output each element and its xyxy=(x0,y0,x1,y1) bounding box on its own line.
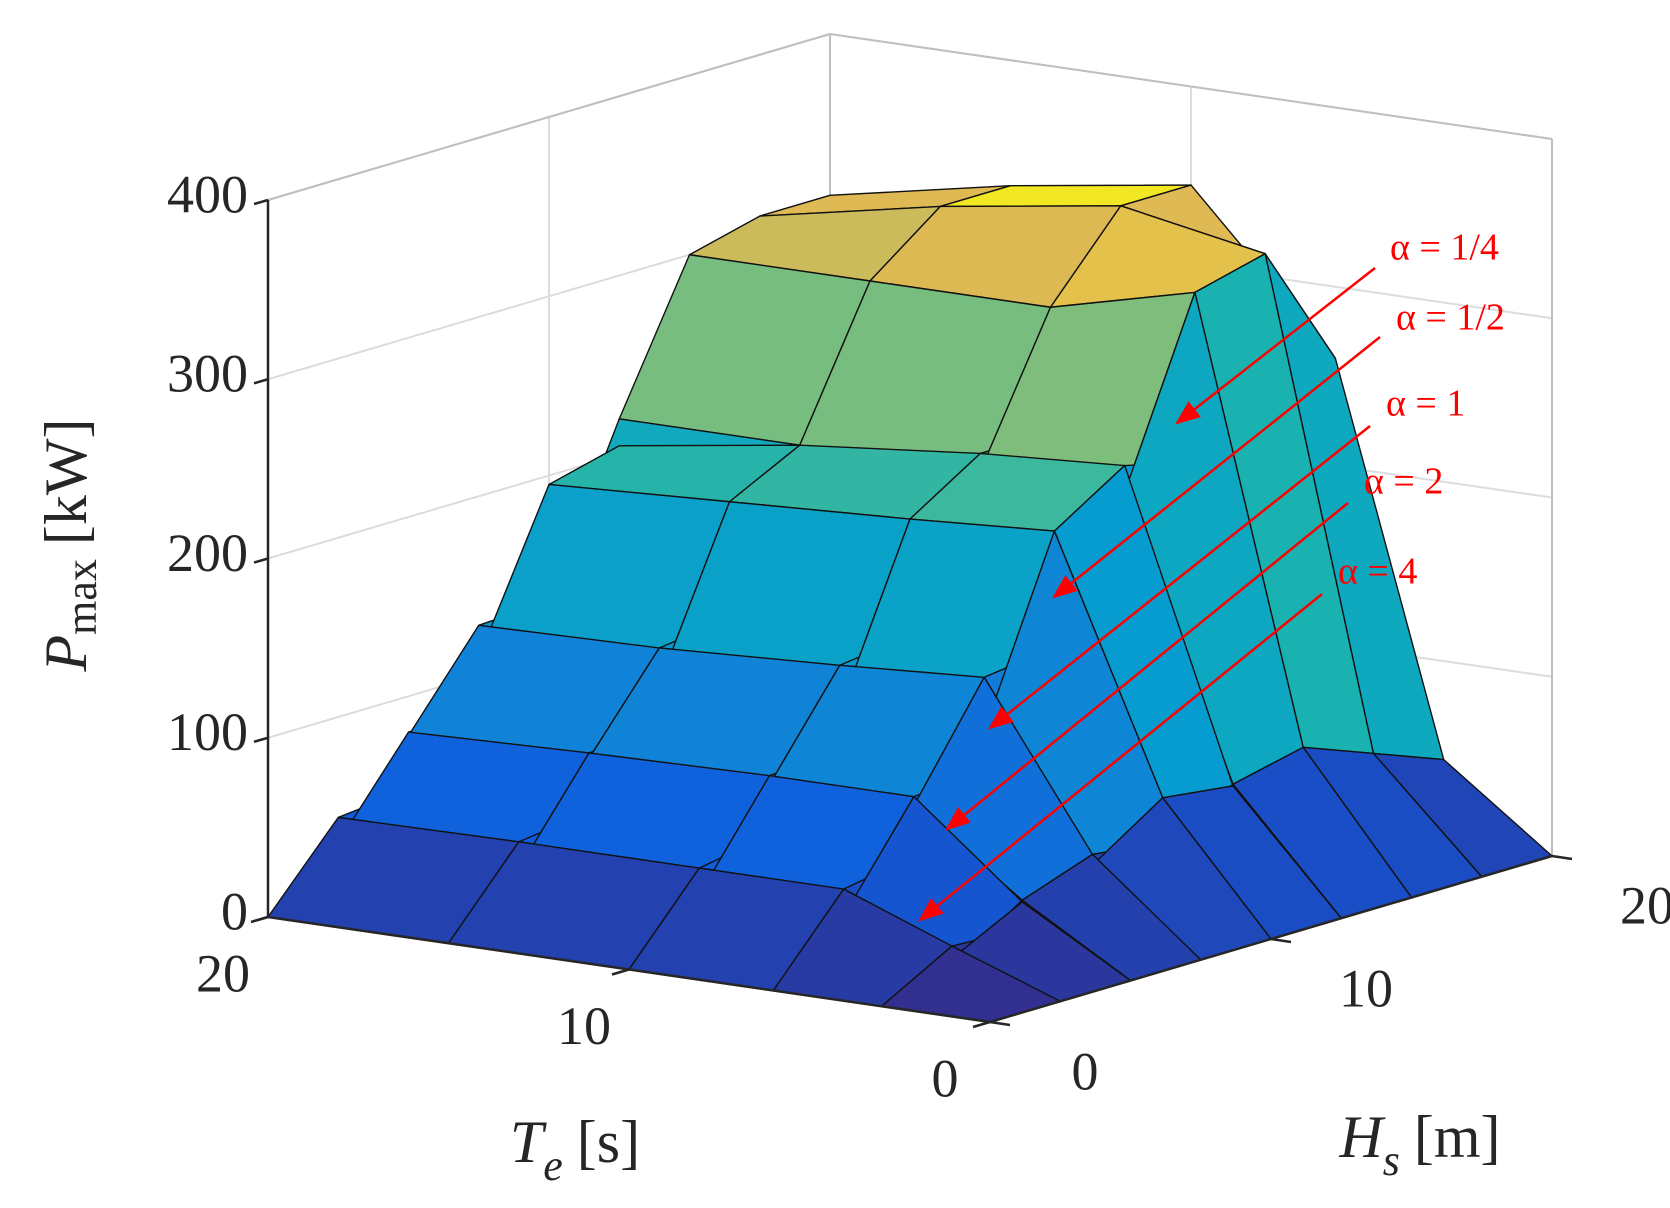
x-tick xyxy=(611,968,630,976)
annotations: α = 1/4 α = 1/2 α = 1 α = 2 α = 4 xyxy=(918,227,1505,922)
x-tick xyxy=(250,915,269,924)
x-tick xyxy=(972,1020,991,1029)
x-label-unit: [s] xyxy=(577,1109,640,1175)
x-label-subscript: e xyxy=(543,1141,563,1190)
z-tick-label: 300 xyxy=(167,344,248,404)
y-label-symbol: H xyxy=(1338,1104,1386,1170)
x-tick-label: 20 xyxy=(196,943,250,1003)
z-tick xyxy=(253,198,269,206)
annotation-arrow xyxy=(918,593,1323,922)
z-tick-label: 100 xyxy=(167,702,248,762)
z-label-symbol: P xyxy=(33,635,99,673)
y-tick xyxy=(989,1020,1011,1027)
x-axis-label: Te [s] xyxy=(510,1109,640,1190)
z-tick xyxy=(253,378,269,385)
z-tick xyxy=(253,736,269,743)
annotation-arrow xyxy=(988,425,1371,730)
y-tick xyxy=(1270,937,1292,944)
z-tick xyxy=(253,557,269,564)
x-tick-label: 10 xyxy=(557,996,611,1056)
y-tick-label: 10 xyxy=(1339,958,1393,1018)
annotation-label: α = 1/4 xyxy=(1390,227,1499,269)
y-tick-label: 20 xyxy=(1620,875,1670,935)
z-label-unit: [kW] xyxy=(33,418,99,545)
y-tick-label: 0 xyxy=(1072,1041,1099,1101)
annotation-label: α = 1 xyxy=(1386,383,1465,425)
y-axis-label: Hs [m] xyxy=(1338,1104,1500,1185)
annotation-arrow xyxy=(1052,336,1381,599)
y-tick xyxy=(1551,854,1573,861)
z-label-subscript: max xyxy=(57,559,106,635)
z-axis-label: Pmax [kW] xyxy=(33,418,106,672)
z-tick-label: 0 xyxy=(221,881,248,941)
surface xyxy=(267,184,1553,1023)
box-edge xyxy=(829,33,1553,140)
x-tick-label: 0 xyxy=(932,1048,959,1108)
z-tick-label: 200 xyxy=(167,523,248,583)
annotation-label: α = 4 xyxy=(1338,551,1417,593)
annotation-label: α = 2 xyxy=(1364,461,1443,503)
annotation-arrow xyxy=(945,502,1349,831)
x-label-symbol: T xyxy=(510,1109,547,1175)
box-edge xyxy=(267,33,831,201)
annotation-label: α = 1/2 xyxy=(1396,297,1505,339)
y-label-subscript: s xyxy=(1383,1136,1400,1185)
annotation-arrow xyxy=(1175,267,1376,425)
y-label-unit: [m] xyxy=(1414,1104,1501,1170)
z-tick-label: 400 xyxy=(167,164,248,224)
